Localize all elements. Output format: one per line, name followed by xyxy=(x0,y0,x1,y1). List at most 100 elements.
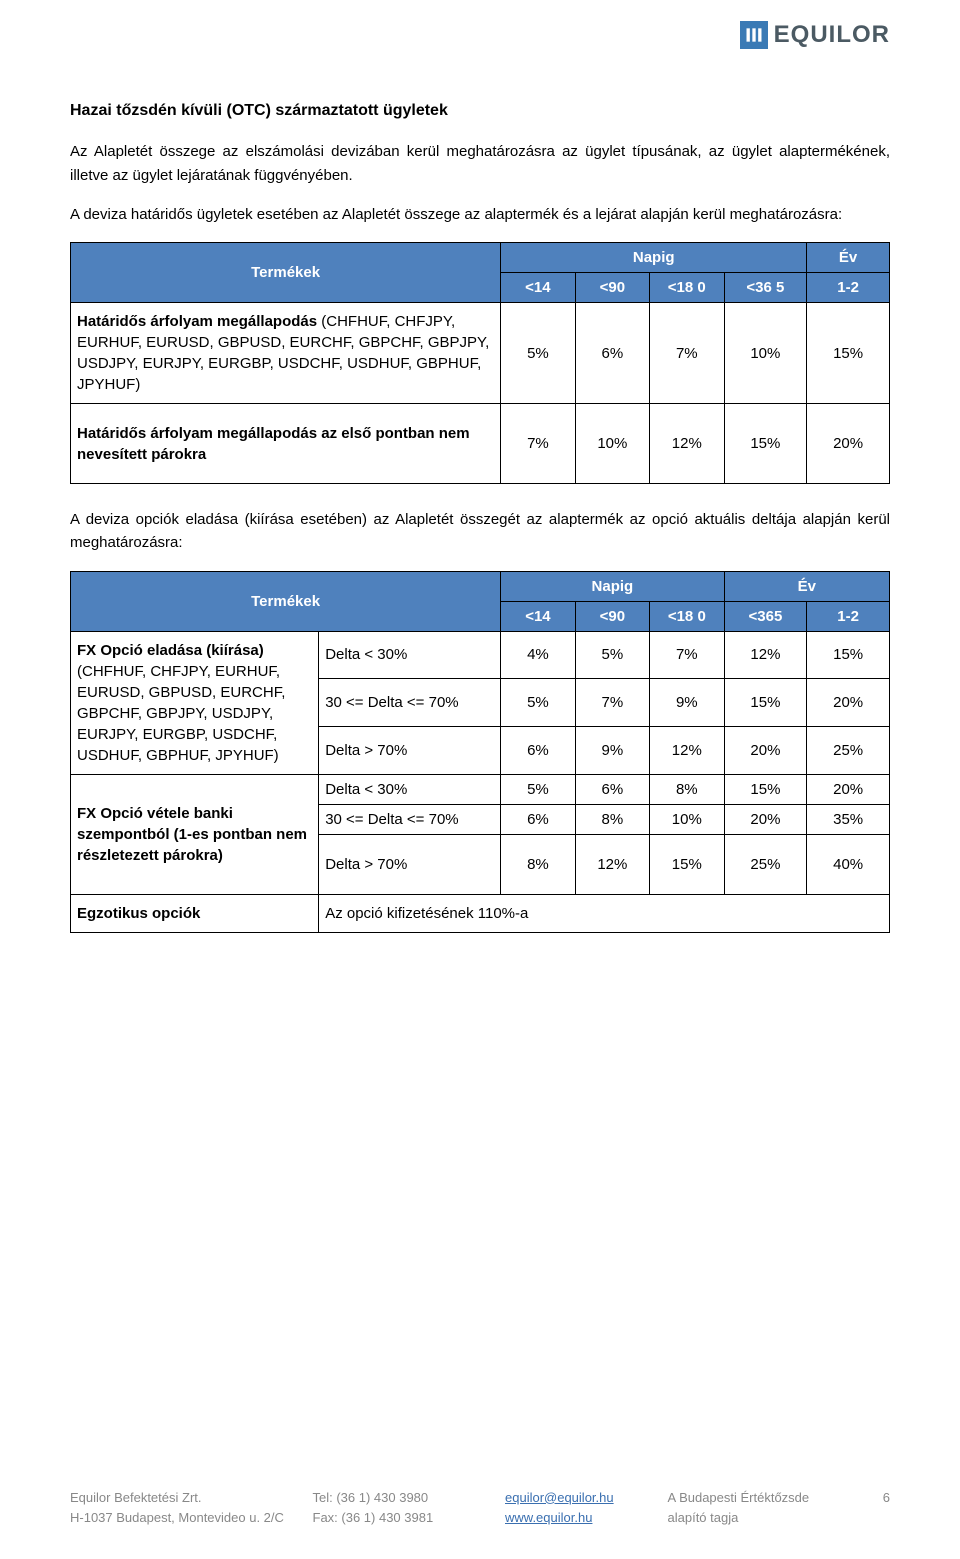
cond-cell: 30 <= Delta <= 70% xyxy=(319,804,501,834)
cell: 10% xyxy=(575,404,649,484)
cell: 5% xyxy=(501,303,575,404)
col-sub-1: <14 xyxy=(501,273,575,303)
cell: 4% xyxy=(501,631,575,679)
cell: 15% xyxy=(724,774,807,804)
cell: 6% xyxy=(501,804,575,834)
col-sub-1: <14 xyxy=(501,601,575,631)
cond-cell: Delta < 30% xyxy=(319,774,501,804)
table-row: FX Opció vétele banki szempontból (1-es … xyxy=(71,774,890,804)
cell: 15% xyxy=(724,679,807,727)
cell: 5% xyxy=(501,679,575,727)
logo-mark-icon xyxy=(740,21,768,49)
row-label-rest: (CHFHUF, CHFJPY, EURHUF, EURUSD, GBPUSD,… xyxy=(77,663,285,764)
col-header-ev: Év xyxy=(807,243,890,273)
page-number: 6 xyxy=(870,1489,890,1507)
brand-name: EQUILOR xyxy=(774,18,890,52)
row-label-bold: FX Opció vétele banki szempontból (1-es … xyxy=(77,805,307,864)
col-header-napig: Napig xyxy=(501,571,724,601)
cell: 9% xyxy=(650,679,724,727)
fx-option-table: Termékek Napig Év <14 <90 <18 0 <365 1-2… xyxy=(70,571,890,933)
row-label-exotic: Egzotikus opciók xyxy=(71,894,319,932)
footer-tel: Tel: (36 1) 430 3980 xyxy=(313,1489,483,1507)
cell: 7% xyxy=(501,404,575,484)
intro-paragraph-1: Az Alapletét összege az elszámolási devi… xyxy=(70,140,890,187)
cell: 5% xyxy=(501,774,575,804)
cell: 15% xyxy=(650,834,724,894)
col-header-napig: Napig xyxy=(501,243,807,273)
cell: 25% xyxy=(807,726,890,774)
cell: 35% xyxy=(807,804,890,834)
cell: 12% xyxy=(575,834,649,894)
table-row: FX Opció eladása (kiírása) (CHFHUF, CHFJ… xyxy=(71,631,890,679)
footer-company: Equilor Befektetési Zrt. xyxy=(70,1489,290,1507)
page: EQUILOR Hazai tőzsdén kívüli (OTC) szárm… xyxy=(0,0,960,1559)
footer-web-link[interactable]: www.equilor.hu xyxy=(505,1510,592,1525)
col-sub-5: 1-2 xyxy=(807,273,890,303)
table-row: Egzotikus opciók Az opció kifizetésének … xyxy=(71,894,890,932)
col-sub-5: 1-2 xyxy=(807,601,890,631)
cell: 20% xyxy=(807,404,890,484)
intro-paragraph-2: A deviza határidős ügyletek esetében az … xyxy=(70,203,890,226)
col-sub-4: <365 xyxy=(724,601,807,631)
footer-note2: alapító tagja xyxy=(668,1509,848,1527)
cell: 9% xyxy=(575,726,649,774)
cell: 20% xyxy=(807,679,890,727)
table-row: Határidős árfolyam megállapodás (CHFHUF,… xyxy=(71,303,890,404)
row-label: Határidős árfolyam megállapodás az első … xyxy=(71,404,501,484)
cell: 6% xyxy=(575,774,649,804)
col-sub-2: <90 xyxy=(575,601,649,631)
cell: 25% xyxy=(724,834,807,894)
section-title-otc: Hazai tőzsdén kívüli (OTC) származtatott… xyxy=(70,100,890,122)
col-sub-2: <90 xyxy=(575,273,649,303)
footer-note1: A Budapesti Értéktőzsde xyxy=(668,1489,848,1507)
cell: 8% xyxy=(575,804,649,834)
cell: 10% xyxy=(724,303,807,404)
cell: 5% xyxy=(575,631,649,679)
col-header-ev: Év xyxy=(724,571,889,601)
forward-rate-table: Termékek Napig Év <14 <90 <18 0 <36 5 1-… xyxy=(70,242,890,484)
cell: 7% xyxy=(650,303,724,404)
cell: 8% xyxy=(650,774,724,804)
row-label: Határidős árfolyam megállapodás (CHFHUF,… xyxy=(71,303,501,404)
cell: 12% xyxy=(650,404,724,484)
row-label-bold: Határidős árfolyam megállapodás xyxy=(77,313,321,330)
cell: 12% xyxy=(724,631,807,679)
footer-email-link[interactable]: equilor@equilor.hu xyxy=(505,1490,614,1505)
cell: 15% xyxy=(807,631,890,679)
col-sub-3: <18 0 xyxy=(650,601,724,631)
row-group-label: FX Opció vétele banki szempontból (1-es … xyxy=(71,774,319,894)
cell: 20% xyxy=(724,726,807,774)
row-label-bold: Határidős árfolyam megállapodás az első … xyxy=(77,425,470,463)
table-header-row: Termékek Napig Év xyxy=(71,243,890,273)
cell: 6% xyxy=(575,303,649,404)
cell: 15% xyxy=(724,404,807,484)
footer-address: H-1037 Budapest, Montevideo u. 2/C xyxy=(70,1509,290,1527)
cell: 40% xyxy=(807,834,890,894)
cell: 20% xyxy=(724,804,807,834)
cell: 8% xyxy=(501,834,575,894)
cond-cell: 30 <= Delta <= 70% xyxy=(319,679,501,727)
cell: 20% xyxy=(807,774,890,804)
col-header-products: Termékek xyxy=(71,243,501,303)
exotic-value: Az opció kifizetésének 110%-a xyxy=(319,894,890,932)
col-header-products: Termékek xyxy=(71,571,501,631)
cell: 7% xyxy=(575,679,649,727)
row-group-label: FX Opció eladása (kiírása) (CHFHUF, CHFJ… xyxy=(71,631,319,774)
cell: 10% xyxy=(650,804,724,834)
section2-paragraph: A deviza opciók eladása (kiírása esetébe… xyxy=(70,508,890,555)
cond-cell: Delta > 70% xyxy=(319,834,501,894)
row-label-bold: FX Opció eladása (kiírása) xyxy=(77,642,264,659)
footer-fax: Fax: (36 1) 430 3981 xyxy=(313,1509,483,1527)
col-sub-4: <36 5 xyxy=(724,273,807,303)
page-footer: Equilor Befektetési Zrt. Tel: (36 1) 430… xyxy=(70,1489,890,1529)
table-row: Határidős árfolyam megállapodás az első … xyxy=(71,404,890,484)
cell: 6% xyxy=(501,726,575,774)
cell: 15% xyxy=(807,303,890,404)
cond-cell: Delta < 30% xyxy=(319,631,501,679)
table-header-row: Termékek Napig Év xyxy=(71,571,890,601)
cell: 12% xyxy=(650,726,724,774)
cond-cell: Delta > 70% xyxy=(319,726,501,774)
cell: 7% xyxy=(650,631,724,679)
col-sub-3: <18 0 xyxy=(650,273,724,303)
brand-logo: EQUILOR xyxy=(740,18,890,52)
